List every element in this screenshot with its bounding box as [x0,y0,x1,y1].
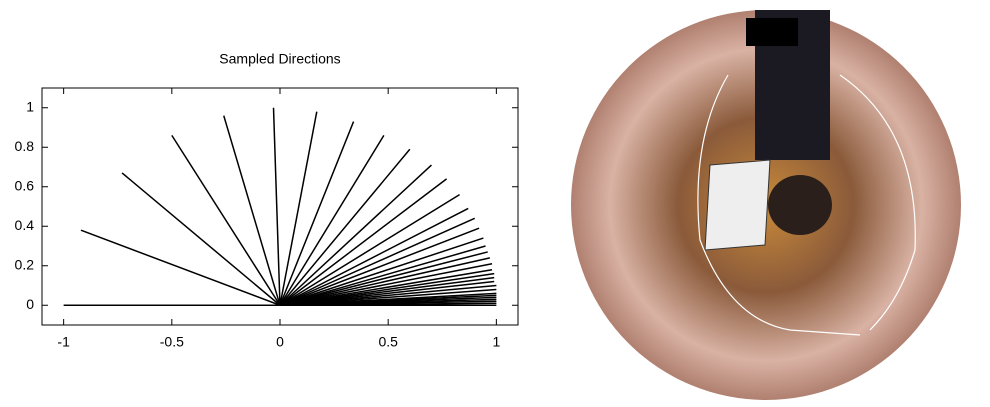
ray [274,108,280,306]
figure: Sampled Directions -1 -0.5 0 0.5 1 0 0.2 0.4 0.6… [0,0,990,407]
y-tick-label: 0 [26,296,34,312]
ray [172,135,280,305]
x-tick-label: 0.5 [378,334,398,350]
ray [81,230,280,305]
checkerboard [705,160,770,250]
x-tick-label: -1 [57,334,70,350]
x-tick-label: 0 [276,334,284,350]
ray [224,116,280,306]
y-tick-label: 0.6 [15,177,35,193]
x-tick-label: -0.5 [160,334,184,350]
y-tick-label: 0.8 [15,138,35,154]
ray [280,149,410,305]
x-tick-label: 1 [492,334,500,350]
photo [571,10,961,400]
y-tick-label: 0.4 [15,217,35,233]
ray [122,173,280,305]
page: Sampled Directions -1 -0.5 0 0.5 1 0 0.2 0.4 0.6… [0,0,990,407]
y-tick-label: 0.2 [15,256,35,272]
chart-title: Sampled Directions [219,51,340,67]
face-mask [746,18,798,46]
y-tick-label: 1 [26,98,34,114]
camera [768,175,832,235]
